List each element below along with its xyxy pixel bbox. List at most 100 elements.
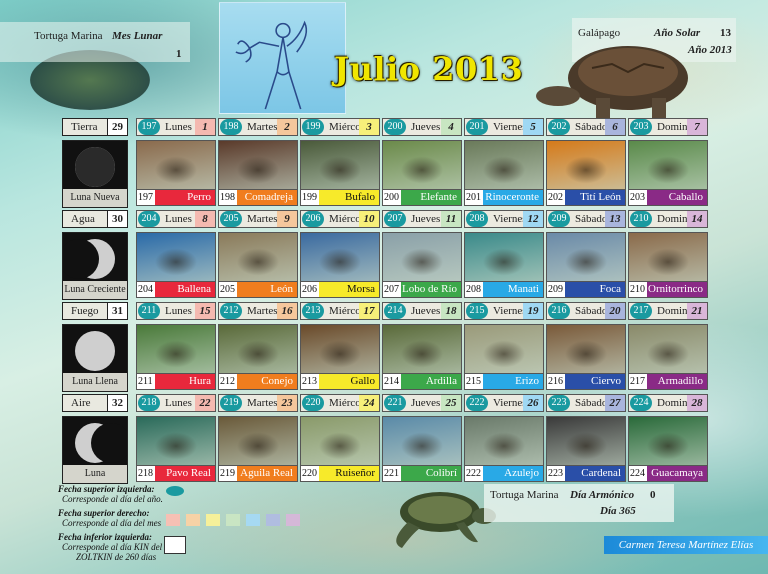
day-header: 198 Martes 2 [218, 118, 298, 136]
animal-photo [383, 417, 461, 467]
cell-footer: 209 Foca [547, 281, 625, 297]
animal-photo [301, 325, 379, 375]
day-header: 217 Domingo 21 [628, 302, 708, 320]
weekday-name: Jueves [411, 121, 441, 133]
month-day: 9 [277, 211, 297, 227]
animal-day-cell: 224 Guacamaya [628, 416, 708, 482]
color-swatch [286, 514, 300, 526]
year-day-number: 210 [630, 284, 645, 295]
cell-footer: 220 Ruiseñor [301, 465, 379, 481]
year-day-number: 219 [220, 468, 235, 479]
kin-number: 216 [548, 303, 570, 319]
virgo-figure-icon [235, 20, 308, 110]
color-swatch [206, 514, 220, 526]
element-label: Tierra 29 [62, 118, 128, 136]
day-header: 204 Lunes 8 [136, 210, 216, 228]
color-swatch [226, 514, 240, 526]
animal-photo [137, 325, 215, 375]
month-day: 1 [195, 119, 215, 135]
animal-day-cell: 210 Ornitorrinco [628, 232, 708, 298]
day-header: 203 Domingo 7 [628, 118, 708, 136]
cell-footer: 221 Colibrí [383, 465, 461, 481]
moon-shadow-icon [63, 239, 99, 279]
animal-name: Hura [155, 374, 215, 389]
kin-number: 223 [548, 395, 570, 411]
moon-shadow-icon [91, 423, 127, 463]
year-day-number: 209 [548, 284, 563, 295]
solar-year-title: Año Solar [654, 27, 701, 39]
animal-day-cell: 217 Armadillo [628, 324, 708, 390]
day-header: 214 Jueves 18 [382, 302, 462, 320]
animal-day-cell: 218 Pavo Real [136, 416, 216, 482]
year-day-number: 218 [138, 468, 153, 479]
animal-day-cell: 222 Azulejo [464, 416, 544, 482]
year-day-number: 203 [630, 192, 645, 203]
animal-photo [629, 325, 707, 375]
animal-name: León Marino [237, 282, 297, 297]
cell-footer: 224 Guacamaya [629, 465, 707, 481]
animal-day-cell: 203 Caballo [628, 140, 708, 206]
year-day-number: 208 [466, 284, 481, 295]
element-number: 32 [107, 395, 127, 411]
animal-photo [547, 233, 625, 283]
month-day: 2 [277, 119, 297, 135]
animal-name: Guacamaya [647, 466, 707, 481]
month-day: 26 [523, 395, 543, 411]
cell-footer: 219 Aguila Real [219, 465, 297, 481]
kin-number: 212 [220, 303, 242, 319]
month-day: 19 [523, 303, 543, 319]
solar-year-value: 13 [720, 27, 731, 39]
weekday-name: Viernes [493, 121, 527, 133]
day-header: 216 Sábado 20 [546, 302, 626, 320]
day-header: 206 Miércoles 10 [300, 210, 380, 228]
kin-number: 204 [138, 211, 160, 227]
month-day: 5 [523, 119, 543, 135]
color-swatch [246, 514, 260, 526]
moon-phase-label: Luna Menguante [63, 465, 127, 483]
cell-footer: 216 Ciervo [547, 373, 625, 389]
month-day: 13 [605, 211, 625, 227]
kin-number: 215 [466, 303, 488, 319]
legend-3-desc-1: Corresponde al día KIN del [62, 542, 163, 552]
animal-name: Conejo [237, 374, 297, 389]
weekday-name: Martes [247, 213, 278, 225]
cell-footer: 199 Bufalo [301, 189, 379, 205]
kin-number: 217 [630, 303, 652, 319]
cell-footer: 213 Gallo [301, 373, 379, 389]
day-header: 220 Miércoles 24 [300, 394, 380, 412]
weekday-name: Sábado [575, 121, 608, 133]
animal-photo [219, 325, 297, 375]
cell-footer: 218 Pavo Real [137, 465, 215, 481]
lunar-month-label: Tortuga Marina [34, 30, 103, 42]
solar-year-label: Galápago [578, 27, 621, 39]
kin-number: 220 [302, 395, 324, 411]
animal-name: Gallo [319, 374, 379, 389]
cell-footer: 206 Morsa [301, 281, 379, 297]
moon-phase-label: Luna Creciente [63, 281, 127, 299]
animal-name: Ruiseñor [319, 466, 379, 481]
legend-row-1: Fecha superior izquierda: Corresponde al… [58, 484, 163, 504]
moon-phase-image: Luna Nueva [62, 140, 128, 208]
animal-photo [301, 417, 379, 467]
year-day-number: 216 [548, 376, 563, 387]
month-day: 6 [605, 119, 625, 135]
animal-name: Morsa [319, 282, 379, 297]
virgo-zodiac-image [219, 2, 346, 114]
animal-day-cell: 221 Colibrí [382, 416, 462, 482]
harmonic-label: Tortuga Marina [490, 489, 559, 501]
animal-day-cell: 198 Comadreja [218, 140, 298, 206]
animal-name: Rinoceronte [483, 190, 543, 205]
kin-number: 198 [220, 119, 242, 135]
animal-photo [383, 233, 461, 283]
year-day-number: 200 [384, 192, 399, 203]
element-label: Agua 30 [62, 210, 128, 228]
year-day-number: 212 [220, 376, 235, 387]
kin-number: 206 [302, 211, 324, 227]
day-header: 209 Sábado 13 [546, 210, 626, 228]
